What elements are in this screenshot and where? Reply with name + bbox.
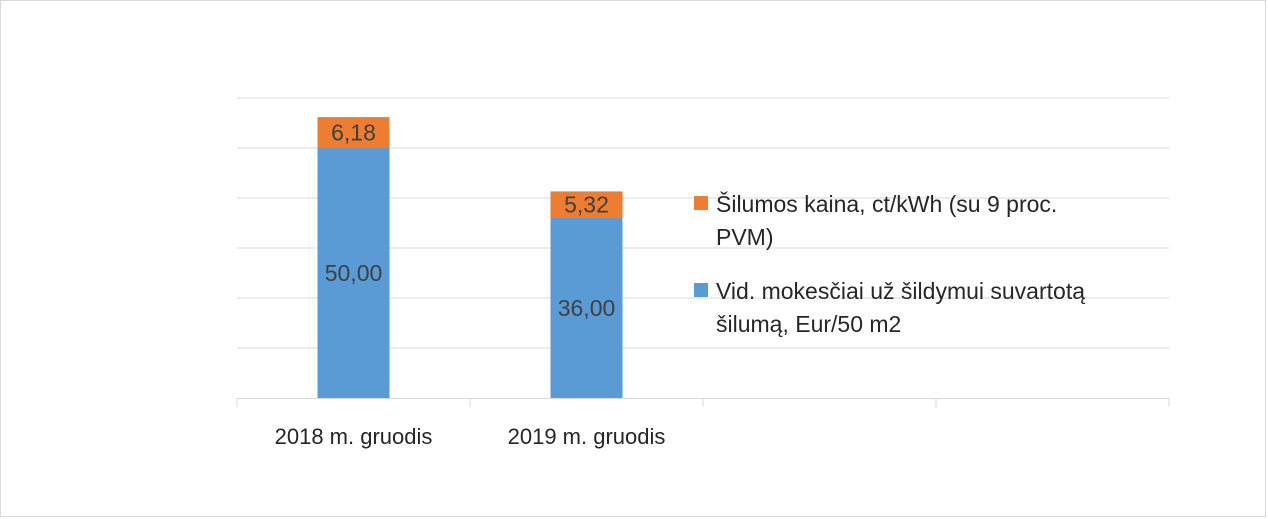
labels: 50,00 6,18 36,00 5,32 — [325, 120, 616, 321]
legend: Šilumos kaina, ct/kWh (su 9 proc. PVM) V… — [694, 188, 1094, 363]
bar-segment[interactable] — [317, 117, 390, 148]
data-label: 5,32 — [564, 192, 609, 218]
x-tick-label: 2019 m. gruodis — [508, 424, 666, 449]
bar-segment[interactable] — [317, 148, 390, 398]
bars — [317, 117, 623, 398]
data-label: 36,00 — [558, 295, 616, 321]
gridlines — [237, 97, 1169, 349]
x-tick-label: 2018 m. gruodis — [275, 424, 433, 449]
legend-swatch-avg-payments — [694, 283, 708, 297]
legend-swatch-heat-price — [694, 196, 708, 210]
legend-item-avg-payments[interactable]: Vid. mokesčiai už šildymui suvartotą šil… — [694, 275, 1094, 341]
bar-segment[interactable] — [550, 191, 623, 218]
legend-label-heat-price: Šilumos kaina, ct/kWh (su 9 proc. PVM) — [716, 191, 1058, 250]
bar-segment[interactable] — [550, 218, 623, 398]
legend-item-heat-price[interactable]: Šilumos kaina, ct/kWh (su 9 proc. PVM) — [694, 188, 1094, 254]
data-label: 6,18 — [331, 120, 376, 146]
x-axis: 2018 m. gruodis 2019 m. gruodis — [236, 398, 1170, 449]
legend-label-avg-payments: Vid. mokesčiai už šildymui suvartotą šil… — [716, 278, 1085, 337]
data-label: 50,00 — [325, 260, 383, 286]
